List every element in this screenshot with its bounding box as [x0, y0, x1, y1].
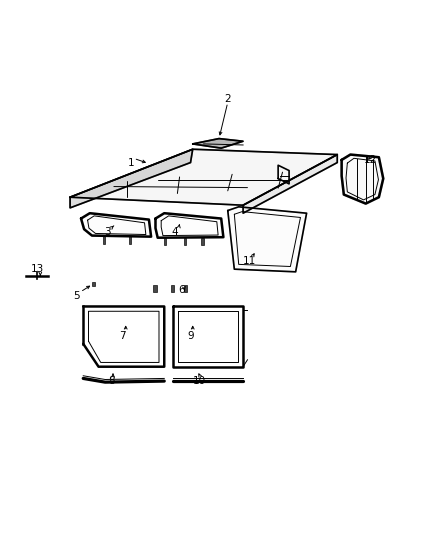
Polygon shape	[228, 207, 307, 272]
Text: 1: 1	[128, 158, 135, 167]
Text: 5: 5	[73, 291, 80, 301]
Polygon shape	[153, 285, 157, 292]
Text: 6: 6	[178, 286, 185, 295]
Polygon shape	[184, 238, 186, 245]
Polygon shape	[184, 285, 187, 292]
Text: 8: 8	[108, 376, 115, 386]
Text: 3: 3	[104, 227, 111, 237]
Polygon shape	[70, 149, 337, 205]
Polygon shape	[103, 236, 105, 244]
Polygon shape	[92, 282, 95, 286]
Polygon shape	[193, 139, 243, 148]
Polygon shape	[81, 213, 151, 237]
Polygon shape	[201, 238, 204, 245]
Polygon shape	[342, 155, 383, 204]
Polygon shape	[243, 155, 337, 213]
Text: 10: 10	[193, 376, 206, 386]
Text: 4: 4	[172, 227, 179, 237]
Text: 11: 11	[243, 256, 256, 266]
Text: 7: 7	[119, 331, 126, 341]
Text: 9: 9	[187, 331, 194, 341]
Polygon shape	[129, 236, 131, 244]
Polygon shape	[70, 149, 193, 208]
Polygon shape	[164, 238, 166, 245]
Polygon shape	[171, 285, 174, 292]
Text: 12: 12	[364, 155, 377, 165]
Text: 2: 2	[224, 94, 231, 103]
Polygon shape	[155, 213, 223, 238]
Text: 13: 13	[31, 264, 44, 274]
